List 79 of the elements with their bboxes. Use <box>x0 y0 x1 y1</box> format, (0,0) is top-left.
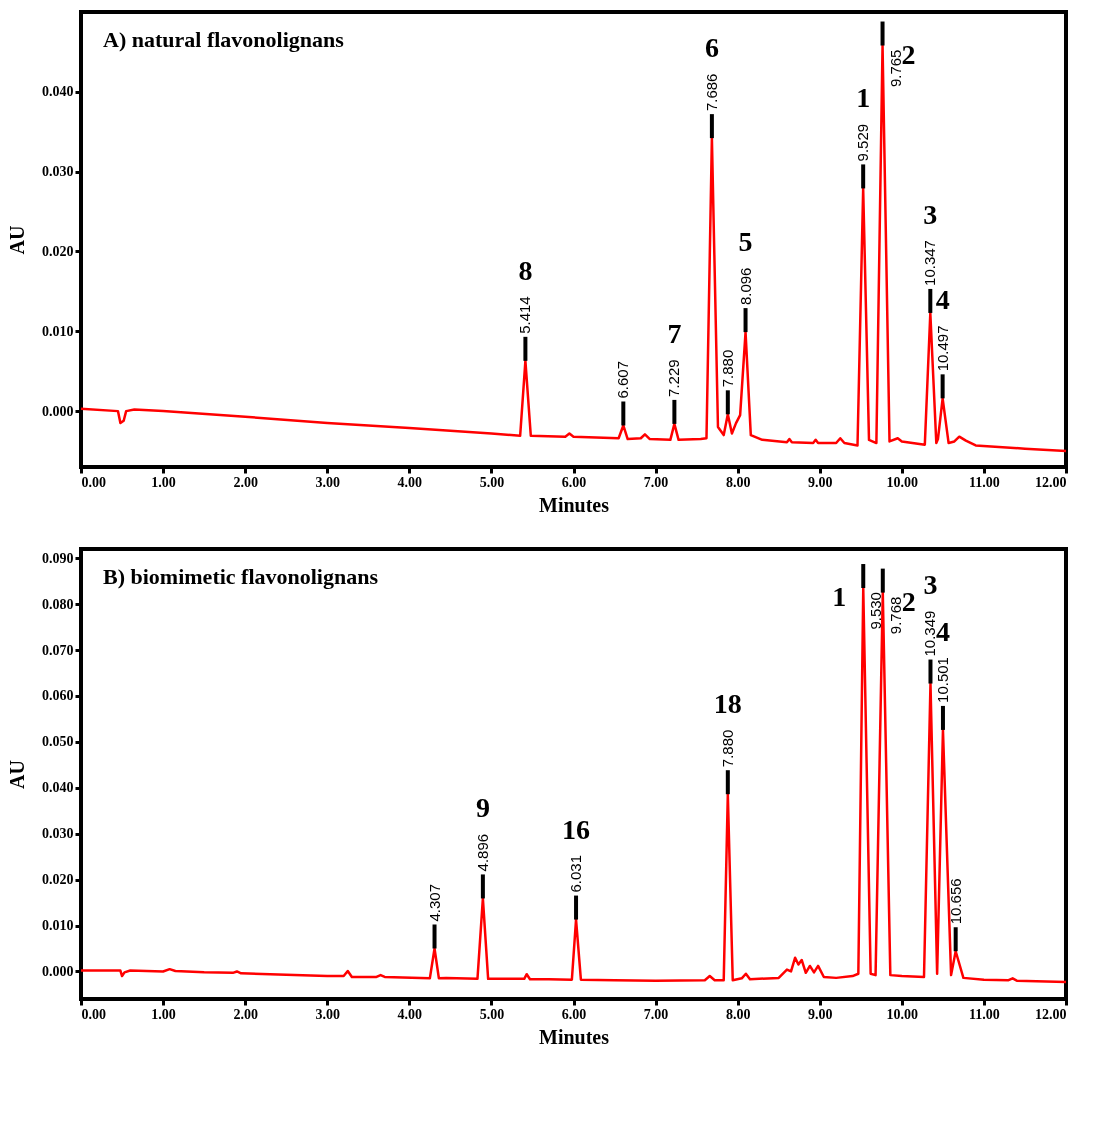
x-tick-label: 3.00 <box>315 1006 340 1022</box>
annotation: 9.529 <box>854 123 872 162</box>
annotation: 8.096 <box>736 267 754 306</box>
annotation: 2 <box>901 585 916 617</box>
y-tick-label: 0.000 <box>42 403 74 419</box>
annotation: 16 <box>562 813 591 845</box>
annotation: 5.414 <box>516 296 534 334</box>
annotation: 10.656 <box>946 878 964 925</box>
x-tick-label: 0.00 <box>81 1006 106 1022</box>
x-tick-label: 4.00 <box>397 474 423 490</box>
y-tick-label: 0.030 <box>42 826 74 842</box>
text: B) biomimetic flavonolignans <box>103 564 379 589</box>
y-tick-label: 0.040 <box>42 780 74 796</box>
x-tick-label: 11.00 <box>969 1006 1000 1022</box>
annotation: 10.501 <box>933 657 951 703</box>
x-tick-label: 11.00 <box>969 474 1000 490</box>
annotation: 7.880 <box>718 729 736 768</box>
annotation: 9 <box>475 792 490 824</box>
x-tick-label: 1.00 <box>151 474 176 490</box>
annotation: 6 <box>704 32 719 64</box>
x-tick-label: 2.00 <box>233 474 258 490</box>
x-tick-label: 8.00 <box>725 1006 751 1022</box>
y-tick-label: 0.020 <box>42 243 74 259</box>
annotation: 2 <box>901 38 916 70</box>
x-tick-label: 12.00 <box>1035 1006 1067 1022</box>
x-tick-label: 0.00 <box>81 474 106 490</box>
annotation: 7.229 <box>665 359 683 397</box>
annotation: 4 <box>935 615 950 647</box>
annotation: 1 <box>856 82 871 114</box>
annotation: 4.896 <box>473 833 491 872</box>
x-tick-label: 9.00 <box>808 474 833 490</box>
y-tick-label: 0.090 <box>42 550 74 566</box>
x-tick-label: 9.00 <box>808 1006 833 1022</box>
annotation: 5 <box>738 226 753 258</box>
x-tick-label: 6.00 <box>561 1006 587 1022</box>
text: A) natural flavonolignans <box>103 27 345 52</box>
x-tick-label: 4.00 <box>397 1006 423 1022</box>
x-axis-title: Minutes <box>539 493 610 516</box>
annotation: 6.031 <box>567 855 585 893</box>
annotation: 7.880 <box>718 349 736 388</box>
x-tick-label: 2.00 <box>233 1006 258 1022</box>
annotation: 4.307 <box>425 883 443 922</box>
y-tick-label: 0.010 <box>42 918 74 934</box>
annotation: 4 <box>935 283 950 315</box>
x-tick-label: 5.00 <box>479 1006 505 1022</box>
x-tick-label: 5.00 <box>479 474 505 490</box>
y-tick-label: 0.050 <box>42 734 74 750</box>
y-tick-label: 0.020 <box>42 872 74 888</box>
x-tick-label: 8.00 <box>725 474 751 490</box>
annotation: 3 <box>923 569 938 601</box>
x-tick-label: 10.00 <box>886 1006 919 1022</box>
y-tick-label: 0.040 <box>42 84 74 100</box>
annotation: 3 <box>923 198 938 230</box>
y-tick-label: 0.070 <box>42 642 74 658</box>
y-tick-label: 0.030 <box>42 164 74 180</box>
y-tick-label: 0.010 <box>42 323 74 339</box>
y-axis-title: AU <box>6 760 28 789</box>
annotation: 9.768 <box>886 596 904 635</box>
y-tick-label: 0.060 <box>42 688 74 704</box>
annotation: 7 <box>667 317 682 349</box>
annotation: 6.607 <box>614 360 632 399</box>
annotation: 9.530 <box>867 592 885 630</box>
y-axis-title: AU <box>6 225 28 255</box>
y-tick-label: 0.000 <box>42 963 74 979</box>
x-tick-label: 3.00 <box>315 474 340 490</box>
x-tick-label: 7.00 <box>643 1006 669 1022</box>
y-tick-label: 0.080 <box>42 596 74 612</box>
x-tick-label: 6.00 <box>561 474 587 490</box>
x-tick-label: 12.00 <box>1035 474 1067 490</box>
annotation: 18 <box>713 688 742 720</box>
x-tick-label: 7.00 <box>643 474 669 490</box>
x-tick-label: 10.00 <box>886 474 919 490</box>
annotation: 10.347 <box>921 240 939 286</box>
x-tick-label: 1.00 <box>151 1006 176 1022</box>
x-axis-title: Minutes <box>539 1025 610 1048</box>
annotation: 10.497 <box>933 325 951 372</box>
annotation: 7.686 <box>702 73 720 112</box>
annotation: 1 <box>832 581 847 613</box>
annotation: 8 <box>518 254 533 286</box>
